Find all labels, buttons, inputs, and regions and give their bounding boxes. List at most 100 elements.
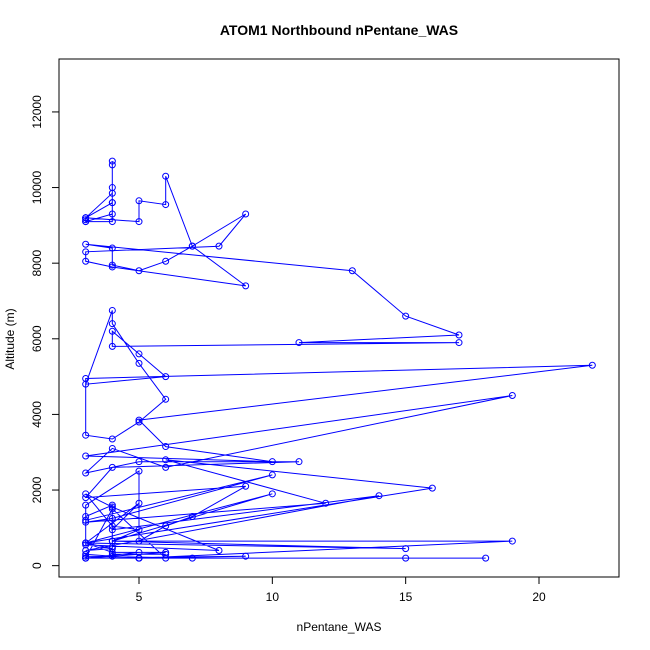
y-tick-label: 4000 bbox=[30, 401, 44, 428]
data-point bbox=[295, 458, 303, 466]
data-point bbox=[108, 342, 116, 350]
data-point bbox=[215, 242, 223, 250]
data-point bbox=[135, 416, 143, 424]
data-point bbox=[108, 218, 116, 226]
data-point bbox=[82, 550, 90, 558]
data-point bbox=[135, 197, 143, 205]
data-point bbox=[108, 444, 116, 452]
data-point bbox=[82, 516, 90, 524]
data-point bbox=[108, 552, 116, 560]
y-axis-label: Altitude (m) bbox=[3, 308, 17, 369]
data-point bbox=[188, 513, 196, 521]
data-point bbox=[82, 469, 90, 477]
x-tick-label: 5 bbox=[136, 590, 143, 604]
plot-area bbox=[82, 157, 596, 562]
y-tick-label: 2000 bbox=[30, 476, 44, 503]
data-point bbox=[428, 484, 436, 492]
data-point bbox=[242, 482, 250, 490]
data-point bbox=[295, 339, 303, 347]
data-point bbox=[82, 218, 90, 226]
data-point bbox=[508, 392, 516, 400]
data-point bbox=[108, 550, 116, 558]
y-tick-label: 6000 bbox=[30, 325, 44, 352]
data-point bbox=[135, 218, 143, 226]
data-point bbox=[215, 547, 223, 555]
data-point bbox=[108, 501, 116, 509]
data-point bbox=[82, 257, 90, 265]
data-point bbox=[135, 267, 143, 275]
data-point bbox=[162, 522, 170, 530]
data-point bbox=[135, 554, 143, 562]
data-point bbox=[108, 189, 116, 197]
data-point bbox=[82, 431, 90, 439]
data-point bbox=[108, 503, 116, 511]
data-point bbox=[82, 216, 90, 224]
data-point bbox=[162, 550, 170, 558]
data-point bbox=[82, 554, 90, 562]
data-point bbox=[135, 537, 143, 545]
data-point bbox=[108, 320, 116, 328]
data-point bbox=[108, 263, 116, 271]
data-point bbox=[108, 522, 116, 530]
data-point bbox=[135, 350, 143, 358]
x-tick-label: 15 bbox=[399, 590, 413, 604]
data-point bbox=[322, 499, 330, 507]
series-line bbox=[84, 161, 593, 559]
plot-frame bbox=[58, 58, 620, 578]
data-point bbox=[402, 554, 410, 562]
data-point bbox=[242, 282, 250, 290]
data-point bbox=[82, 214, 90, 222]
data-point bbox=[108, 157, 116, 165]
data-point bbox=[135, 526, 143, 534]
data-point bbox=[82, 539, 90, 547]
data-point bbox=[82, 494, 90, 502]
data-point bbox=[268, 458, 276, 466]
data-point bbox=[242, 210, 250, 218]
data-point bbox=[108, 244, 116, 252]
x-tick-label: 10 bbox=[266, 590, 280, 604]
data-point bbox=[162, 373, 170, 381]
y-tick-label: 8000 bbox=[30, 250, 44, 277]
data-point bbox=[108, 327, 116, 335]
data-point bbox=[108, 435, 116, 443]
data-point bbox=[108, 210, 116, 218]
data-point bbox=[162, 395, 170, 403]
data-point bbox=[82, 248, 90, 256]
data-point bbox=[135, 458, 143, 466]
data-point bbox=[482, 554, 490, 562]
data-point bbox=[268, 490, 276, 498]
data-point bbox=[455, 331, 463, 339]
data-point bbox=[108, 199, 116, 207]
data-point bbox=[162, 456, 170, 464]
data-point bbox=[82, 501, 90, 509]
x-tick-label: 20 bbox=[532, 590, 546, 604]
data-point bbox=[135, 467, 143, 475]
data-point bbox=[162, 548, 170, 556]
data-point bbox=[162, 172, 170, 180]
data-point bbox=[402, 312, 410, 320]
data-point bbox=[162, 257, 170, 265]
data-point bbox=[108, 543, 116, 551]
data-point bbox=[162, 463, 170, 471]
data-point bbox=[188, 242, 196, 250]
data-point bbox=[82, 240, 90, 248]
data-point bbox=[108, 306, 116, 314]
data-point bbox=[82, 490, 90, 498]
data-point bbox=[108, 261, 116, 269]
data-point bbox=[108, 161, 116, 169]
chart-title: ATOM1 Northbound nPentane_WAS bbox=[220, 22, 458, 38]
data-point bbox=[82, 541, 90, 549]
y-tick-label: 12000 bbox=[30, 95, 44, 129]
data-point bbox=[135, 418, 143, 426]
data-point bbox=[588, 361, 596, 369]
data-point bbox=[162, 443, 170, 451]
data-point bbox=[242, 552, 250, 560]
data-point bbox=[162, 201, 170, 209]
data-point bbox=[82, 552, 90, 560]
data-point bbox=[108, 526, 116, 534]
data-point bbox=[108, 514, 116, 522]
y-tick-label: 0 bbox=[30, 562, 44, 569]
data-point bbox=[135, 359, 143, 367]
